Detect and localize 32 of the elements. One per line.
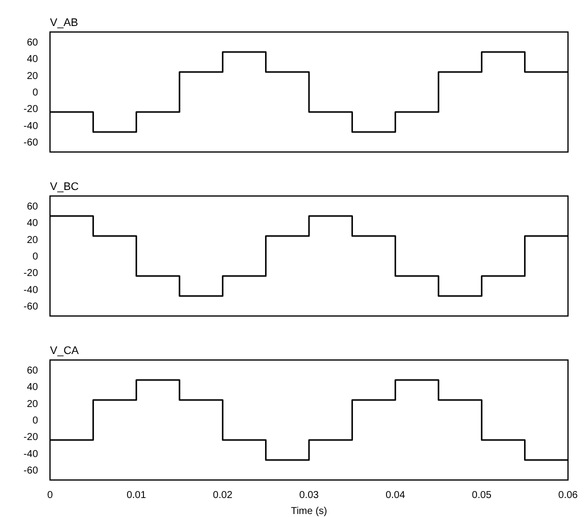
x-tick-label: 0.02 — [212, 490, 233, 501]
y-tick-label: 0 — [32, 252, 38, 262]
x-tick-label: 0.05 — [472, 490, 492, 501]
y-tick-label: -20 — [24, 104, 38, 116]
y-tick-label: -20 — [24, 268, 38, 280]
x-tick-label: 0.01 — [126, 490, 146, 501]
x-axis-title: Time (s) — [290, 506, 328, 517]
y-tick-label: -20 — [24, 432, 38, 444]
y-tick-label: -60 — [24, 302, 38, 312]
y-tick-label: -60 — [24, 466, 38, 476]
chart-title: V_AB — [50, 17, 78, 29]
x-tick-label: 0.06 — [558, 490, 578, 501]
y-tick-label: 60 — [26, 202, 38, 212]
y-tick-label: -60 — [24, 138, 38, 148]
y-tick-label: -40 — [24, 284, 38, 296]
y-tick-label: -40 — [24, 448, 38, 460]
y-tick-label: 40 — [26, 218, 38, 230]
x-tick-label: 0.03 — [299, 490, 320, 501]
y-tick-label: 20 — [26, 70, 38, 82]
y-tick-label: 60 — [26, 38, 38, 48]
x-tick-label: 0.04 — [386, 490, 406, 501]
y-tick-label: -40 — [24, 120, 38, 132]
y-tick-label: 40 — [26, 54, 38, 66]
x-tick-label: 0 — [47, 490, 54, 501]
chart-title: V_BC — [50, 181, 79, 193]
y-tick-label: 0 — [32, 416, 38, 426]
y-tick-label: 20 — [26, 398, 38, 410]
y-tick-label: 60 — [26, 366, 38, 376]
y-tick-label: 40 — [26, 382, 38, 394]
chart-title: V_CA — [50, 345, 80, 357]
y-tick-label: 0 — [32, 88, 38, 98]
y-tick-label: 20 — [26, 234, 38, 246]
